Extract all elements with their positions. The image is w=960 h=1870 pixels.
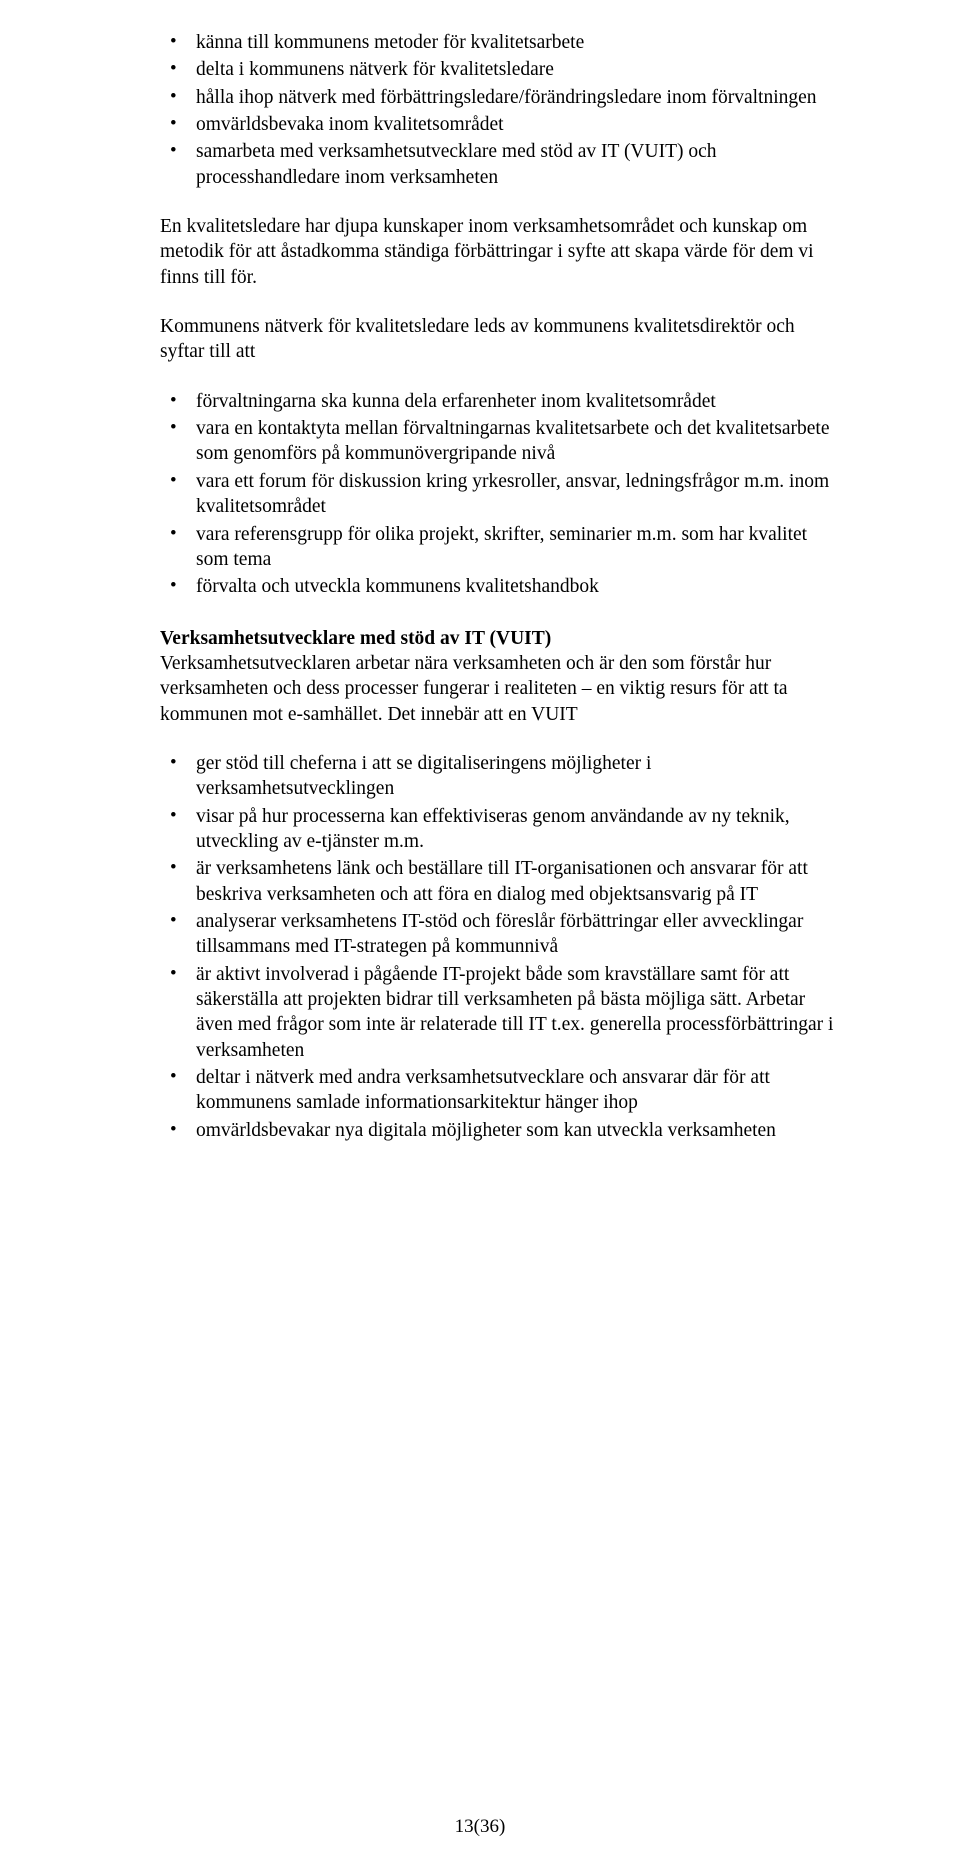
list-item-text: omvärldsbevakar nya digitala möjligheter…: [196, 1120, 776, 1141]
list-item-text: omvärldsbevaka inom kvalitetsområdet: [196, 114, 504, 135]
paragraph-1: En kvalitetsledare har djupa kunskaper i…: [160, 214, 840, 290]
list-item: samarbeta med verksamhetsutvecklare med …: [160, 139, 840, 190]
list-item-text: delta i kommunens nätverk för kvalitetsl…: [196, 59, 554, 80]
list-item: visar på hur processerna kan effektivise…: [160, 804, 840, 855]
list-item: hålla ihop nätverk med förbättringsledar…: [160, 85, 840, 110]
list-item-text: hålla ihop nätverk med förbättringsledar…: [196, 87, 817, 108]
list-item-text: deltar i nätverk med andra verksamhetsut…: [196, 1067, 770, 1113]
list-item: är verksamhetens länk och beställare til…: [160, 856, 840, 907]
list-item: är aktivt involverad i pågående IT-proje…: [160, 962, 840, 1063]
list-item: förvaltningarna ska kunna dela erfarenhe…: [160, 389, 840, 414]
list-item-text: känna till kommunens metoder för kvalite…: [196, 32, 584, 53]
list-item-text: ger stöd till cheferna i att se digitali…: [196, 753, 651, 799]
list-item: analyserar verksamhetens IT-stöd och för…: [160, 909, 840, 960]
page-number-footer: 13(36): [0, 1815, 960, 1840]
bullet-list-2: förvaltningarna ska kunna dela erfarenhe…: [160, 389, 840, 600]
bullet-list-3: ger stöd till cheferna i att se digitali…: [160, 751, 840, 1143]
list-item-text: visar på hur processerna kan effektivise…: [196, 806, 790, 852]
list-item-text: är verksamhetens länk och beställare til…: [196, 858, 808, 904]
list-item-text: samarbeta med verksamhetsutvecklare med …: [196, 141, 717, 187]
section-heading-vuit: Verksamhetsutvecklare med stöd av IT (VU…: [160, 626, 840, 651]
list-item: förvalta och utveckla kommunens kvalitet…: [160, 574, 840, 599]
list-item-text: vara en kontaktyta mellan förvaltningarn…: [196, 418, 830, 464]
list-item: deltar i nätverk med andra verksamhetsut…: [160, 1065, 840, 1116]
list-item: omvärldsbevakar nya digitala möjligheter…: [160, 1118, 840, 1143]
list-item: vara en kontaktyta mellan förvaltningarn…: [160, 416, 840, 467]
list-item-text: är aktivt involverad i pågående IT-proje…: [196, 964, 833, 1061]
list-item: vara ett forum för diskussion kring yrke…: [160, 469, 840, 520]
paragraph-2: Kommunens nätverk för kvalitetsledare le…: [160, 314, 840, 365]
list-item-text: vara ett forum för diskussion kring yrke…: [196, 471, 829, 517]
list-item-text: förvaltningarna ska kunna dela erfarenhe…: [196, 391, 716, 412]
list-item-text: analyserar verksamhetens IT-stöd och för…: [196, 911, 803, 957]
list-item: omvärldsbevaka inom kvalitetsområdet: [160, 112, 840, 137]
list-item: ger stöd till cheferna i att se digitali…: [160, 751, 840, 802]
list-item-text: förvalta och utveckla kommunens kvalitet…: [196, 576, 599, 597]
bullet-list-1: känna till kommunens metoder för kvalite…: [160, 30, 840, 190]
list-item: känna till kommunens metoder för kvalite…: [160, 30, 840, 55]
list-item: vara referensgrupp för olika projekt, sk…: [160, 522, 840, 573]
list-item-text: vara referensgrupp för olika projekt, sk…: [196, 524, 807, 570]
list-item: delta i kommunens nätverk för kvalitetsl…: [160, 57, 840, 82]
paragraph-3: Verksamhetsutvecklaren arbetar nära verk…: [160, 651, 840, 727]
